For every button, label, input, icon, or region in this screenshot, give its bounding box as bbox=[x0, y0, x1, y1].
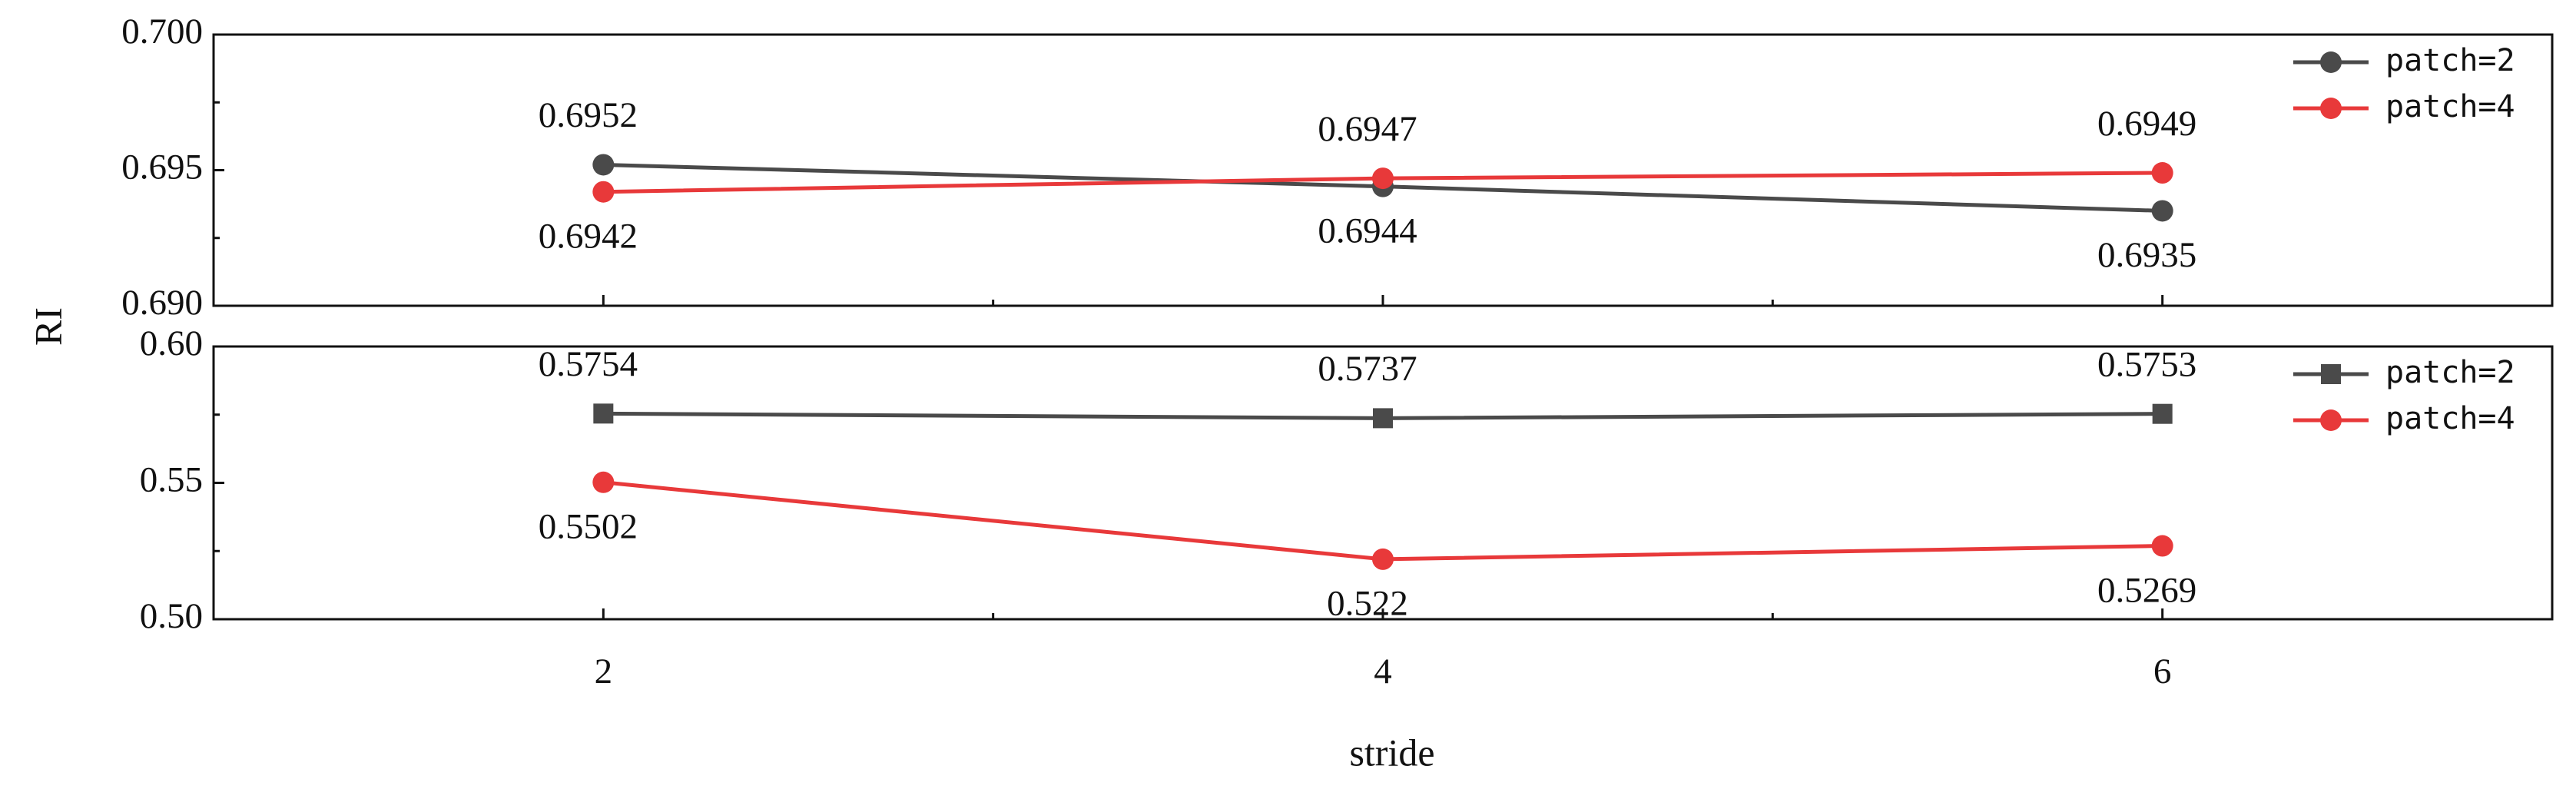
data-label: 0.6952 bbox=[539, 95, 638, 135]
y-tick-label: 0.55 bbox=[140, 459, 203, 499]
data-point bbox=[2151, 200, 2173, 222]
data-point bbox=[1373, 408, 1393, 429]
legend-marker bbox=[2320, 409, 2342, 431]
legend-label: patch=2 bbox=[2385, 43, 2515, 78]
legend-marker bbox=[2320, 51, 2342, 73]
x-tick-label: 4 bbox=[1374, 651, 1392, 691]
data-label: 0.5269 bbox=[2097, 570, 2196, 610]
y-tick-label: 0.690 bbox=[121, 283, 203, 323]
y-tick-label: 0.695 bbox=[121, 147, 203, 187]
legend-label: patch=4 bbox=[2385, 401, 2515, 436]
data-label: 0.5754 bbox=[539, 344, 638, 384]
y-tick-label: 0.60 bbox=[140, 323, 203, 363]
legend-marker bbox=[2321, 364, 2341, 384]
data-point bbox=[1372, 548, 1394, 570]
data-label: 0.522 bbox=[1327, 584, 1408, 624]
data-label: 0.5502 bbox=[539, 507, 638, 547]
data-point bbox=[592, 471, 615, 493]
legend-marker bbox=[2320, 98, 2342, 119]
data-label: 0.6935 bbox=[2097, 235, 2196, 275]
data-point bbox=[592, 181, 615, 203]
data-label: 0.5753 bbox=[2097, 344, 2196, 384]
legend-label: patch=4 bbox=[2385, 89, 2515, 124]
data-label: 0.6944 bbox=[1318, 211, 1417, 250]
x-axis-label: stride bbox=[1349, 731, 1434, 774]
data-point bbox=[593, 403, 614, 424]
data-point bbox=[2151, 535, 2173, 557]
data-label: 0.6949 bbox=[2097, 104, 2196, 144]
data-point bbox=[2151, 162, 2173, 184]
y-tick-label: 0.700 bbox=[121, 12, 203, 51]
data-point bbox=[592, 154, 615, 176]
y-tick-label: 0.50 bbox=[140, 596, 203, 636]
x-tick-label: 2 bbox=[595, 651, 613, 691]
legend-label: patch=2 bbox=[2385, 355, 2515, 390]
x-tick-label: 6 bbox=[2153, 651, 2172, 691]
data-label: 0.6947 bbox=[1318, 109, 1417, 149]
data-point bbox=[1372, 167, 1394, 190]
data-point bbox=[2152, 403, 2173, 424]
y-axis-label: RI bbox=[26, 307, 69, 346]
series-line bbox=[603, 480, 2163, 562]
data-label: 0.5737 bbox=[1318, 349, 1417, 389]
data-label: 0.6942 bbox=[539, 217, 638, 257]
